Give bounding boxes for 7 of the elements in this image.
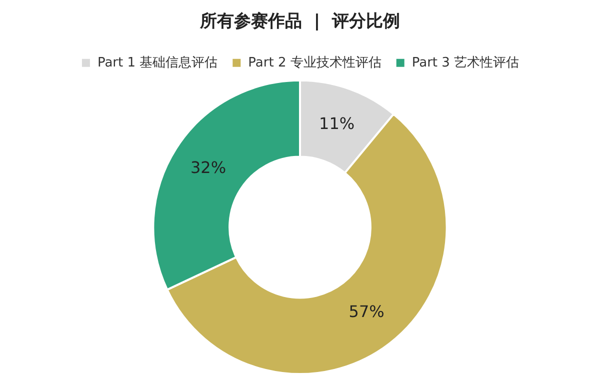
data-label: 57% — [348, 302, 384, 322]
chart-title: 所有参赛作品 | 评分比例 — [199, 12, 400, 32]
legend-label: Part 2 专业技术性评估 — [248, 55, 382, 70]
legend-label: Part 1 基础信息评估 — [97, 55, 218, 70]
data-label: 11% — [319, 114, 355, 134]
legend-label: Part 3 艺术性评估 — [412, 55, 520, 70]
data-label: 32% — [190, 158, 226, 178]
